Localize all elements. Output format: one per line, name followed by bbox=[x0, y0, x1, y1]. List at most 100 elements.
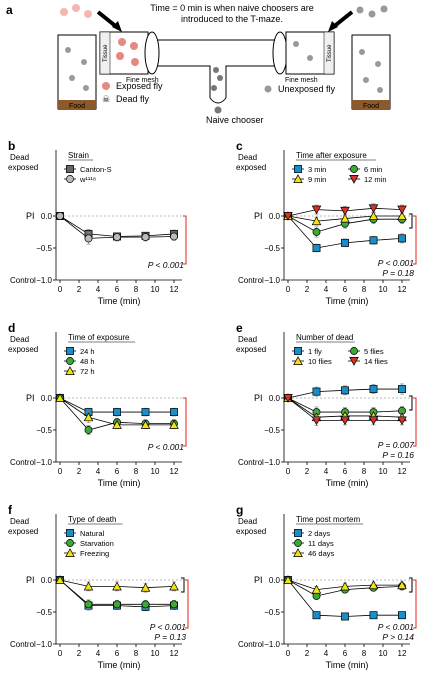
y-tick-label: 0.0 bbox=[41, 212, 53, 221]
x-tick-label: 0 bbox=[58, 649, 63, 658]
ylabel-control: Control bbox=[238, 640, 264, 649]
right-mesh bbox=[272, 31, 288, 75]
data-point bbox=[369, 611, 378, 620]
y-tick-label: 0.0 bbox=[269, 212, 281, 221]
sig-bracket bbox=[185, 579, 189, 629]
y-tick-label: 0.0 bbox=[41, 576, 53, 585]
data-point bbox=[140, 582, 151, 592]
data-point bbox=[340, 581, 350, 591]
legend-marker bbox=[294, 165, 302, 173]
x-tick-label: 2 bbox=[77, 467, 82, 476]
data-point bbox=[397, 416, 407, 426]
x-tick-label: 0 bbox=[286, 649, 291, 658]
data-point bbox=[368, 211, 379, 220]
legend-label: 1 fly bbox=[308, 347, 322, 356]
ylabel-pi: PI bbox=[254, 211, 263, 221]
x-tick-label: 4 bbox=[96, 467, 101, 476]
data-point bbox=[311, 416, 322, 426]
y-tick-label: −1.0 bbox=[36, 640, 52, 649]
x-axis-label: Time (min) bbox=[326, 660, 369, 670]
legend-marker bbox=[66, 529, 74, 537]
y-tick-label: −0.5 bbox=[36, 426, 52, 435]
data-point bbox=[56, 212, 64, 220]
data-point bbox=[397, 205, 407, 215]
ylabel-control: Control bbox=[238, 276, 264, 285]
y-tick-label: 0.0 bbox=[269, 576, 281, 585]
y-tick-label: −0.5 bbox=[264, 244, 280, 253]
left-vial-food bbox=[58, 100, 96, 110]
ylabel-exposed: exposed bbox=[236, 345, 266, 354]
data-point bbox=[397, 580, 407, 590]
x-tick-label: 6 bbox=[343, 649, 348, 658]
data-point bbox=[170, 600, 178, 609]
panel-a-schematic: a Time = 0 min is when naive choosers ar… bbox=[6, 3, 391, 125]
legend-title: Strain bbox=[68, 151, 89, 160]
legend-label: Freezing bbox=[80, 549, 109, 558]
left-mesh-label: Fine mesh bbox=[126, 77, 159, 84]
x-tick-label: 8 bbox=[362, 285, 367, 294]
x-tick-label: 6 bbox=[115, 649, 120, 658]
ylabel-exposed: exposed bbox=[8, 527, 38, 536]
x-tick-label: 4 bbox=[324, 467, 329, 476]
x-tick-label: 10 bbox=[379, 649, 388, 658]
left-tissue-label: Tissue bbox=[103, 44, 109, 62]
x-axis-label: Time (min) bbox=[98, 478, 141, 488]
legend-naive: Naive chooser bbox=[206, 115, 264, 125]
y-tick-label: −1.0 bbox=[36, 276, 52, 285]
data-point bbox=[311, 205, 322, 215]
x-tick-label: 0 bbox=[286, 467, 291, 476]
x-tick-label: 8 bbox=[362, 467, 367, 476]
data-point bbox=[169, 420, 179, 429]
data-point bbox=[141, 600, 150, 609]
data-point bbox=[398, 611, 406, 620]
x-tick-label: 8 bbox=[362, 649, 367, 658]
legend-label: 9 min bbox=[308, 175, 326, 184]
legend-dead: Dead fly bbox=[116, 94, 150, 104]
x-tick-label: 4 bbox=[96, 285, 101, 294]
data-point bbox=[84, 234, 93, 243]
ylabel-pi: PI bbox=[26, 393, 35, 403]
x-axis-label: Time (min) bbox=[326, 478, 369, 488]
y-tick-label: −0.5 bbox=[36, 608, 52, 617]
x-tick-label: 2 bbox=[305, 285, 310, 294]
y-tick-label: 0.0 bbox=[41, 394, 53, 403]
legend-marker bbox=[293, 548, 303, 557]
legend-label: 6 min bbox=[364, 165, 382, 174]
legend-label: 10 flies bbox=[308, 357, 332, 366]
x-tick-label: 4 bbox=[324, 285, 329, 294]
x-tick-label: 6 bbox=[343, 285, 348, 294]
ylabel-dead: Dead bbox=[10, 153, 29, 162]
legend-label: 3 min bbox=[308, 165, 326, 174]
data-point bbox=[55, 575, 65, 584]
ylabel-pi: PI bbox=[254, 575, 263, 585]
x-tick-label: 0 bbox=[58, 285, 63, 294]
ylabel-exposed: exposed bbox=[8, 163, 38, 172]
ylabel-exposed: exposed bbox=[236, 163, 266, 172]
dead-fly-icon: ☠ bbox=[102, 94, 110, 104]
legend-marker bbox=[66, 175, 74, 183]
legend-marker bbox=[65, 548, 75, 557]
x-axis-label: Time (min) bbox=[98, 660, 141, 670]
ylabel-exposed: exposed bbox=[236, 527, 266, 536]
legend-title: Number of dead bbox=[296, 333, 353, 342]
p-value-label: P < 0.001 bbox=[148, 260, 185, 270]
legend-marker bbox=[65, 366, 75, 375]
legend-marker bbox=[349, 357, 359, 366]
x-axis-label: Time (min) bbox=[98, 296, 141, 306]
legend-label: Canton-S bbox=[80, 165, 112, 174]
data-point bbox=[398, 234, 406, 243]
x-tick-label: 0 bbox=[58, 467, 63, 476]
data-point bbox=[312, 244, 321, 252]
data-point bbox=[340, 213, 350, 223]
legend-marker bbox=[294, 347, 302, 355]
data-point bbox=[340, 206, 350, 216]
x-tick-label: 12 bbox=[398, 649, 407, 658]
x-tick-label: 12 bbox=[170, 467, 179, 476]
data-point bbox=[169, 581, 179, 591]
arrow-right-head bbox=[328, 21, 338, 32]
data-point bbox=[113, 233, 121, 242]
data-point bbox=[341, 238, 349, 247]
data-point bbox=[311, 216, 322, 226]
